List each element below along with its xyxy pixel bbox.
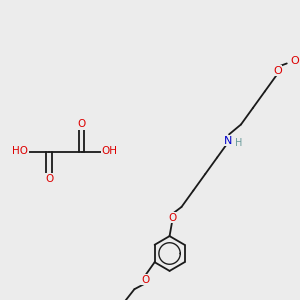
- Text: O: O: [45, 174, 53, 184]
- Text: N: N: [224, 136, 232, 146]
- Text: O: O: [291, 56, 299, 66]
- Text: O: O: [141, 274, 149, 285]
- Text: H: H: [235, 138, 242, 148]
- Text: O: O: [78, 119, 86, 129]
- Text: O: O: [273, 66, 282, 76]
- Text: OH: OH: [101, 146, 117, 157]
- Text: O: O: [168, 213, 177, 223]
- Text: HO: HO: [12, 146, 28, 157]
